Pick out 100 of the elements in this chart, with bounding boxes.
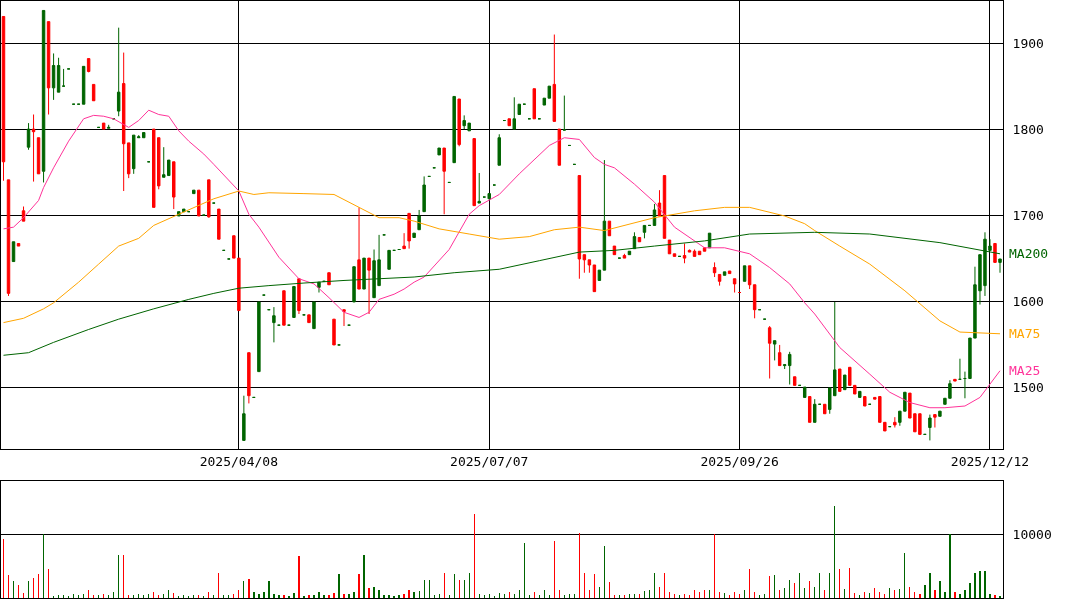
candlestick	[812, 398, 817, 423]
candlestick	[402, 232, 406, 250]
series-label: MA25	[1009, 363, 1041, 378]
candlestick	[367, 257, 371, 315]
candlestick	[192, 189, 196, 195]
candlestick	[31, 114, 36, 183]
candlestick	[312, 301, 316, 330]
candlestick	[352, 266, 356, 303]
candlestick	[51, 52, 56, 101]
candlestick	[722, 271, 727, 276]
candlestick	[998, 258, 1002, 274]
candlestick	[172, 161, 176, 210]
candlestick	[787, 351, 792, 386]
candlestick	[507, 118, 511, 127]
y-tick-label: 1500	[1012, 379, 1044, 395]
candlestick	[642, 224, 647, 239]
candlestick	[717, 273, 722, 287]
candlestick	[577, 175, 582, 280]
candlestick	[792, 376, 797, 386]
candlestick	[407, 212, 411, 250]
candlestick	[587, 259, 592, 274]
candlestick	[863, 396, 867, 407]
candlestick	[452, 95, 456, 164]
candlestick	[532, 88, 537, 120]
candlestick	[928, 414, 932, 441]
candlestick	[712, 261, 717, 278]
candlestick	[772, 340, 777, 361]
candlestick	[727, 270, 732, 275]
candlestick	[412, 232, 416, 238]
candlestick	[387, 249, 391, 270]
candlestick	[417, 209, 421, 231]
candlestick	[422, 175, 426, 213]
candlestick	[472, 138, 476, 207]
candlestick	[86, 58, 91, 73]
candlestick	[843, 374, 847, 391]
candlestick	[247, 352, 251, 404]
y-tick-label: 1900	[1012, 35, 1044, 51]
candlestick	[893, 416, 897, 428]
series-label: MA75	[1009, 326, 1041, 341]
line-series	[3, 109, 1001, 409]
candlestick	[442, 147, 446, 215]
candlestick	[26, 122, 31, 151]
line-series	[3, 190, 1001, 335]
candlestick	[777, 344, 782, 367]
candlestick	[141, 132, 146, 139]
candlestick	[682, 242, 687, 264]
candlestick	[802, 386, 807, 398]
candlestick	[217, 208, 221, 240]
candlestick	[357, 206, 361, 290]
candlestick	[101, 122, 106, 130]
y-tick-label: 1800	[1012, 121, 1044, 137]
candlestick	[487, 193, 491, 200]
candlestick	[242, 395, 246, 441]
candlestick	[497, 133, 501, 166]
candlestick	[297, 278, 301, 315]
candlestick	[56, 57, 61, 93]
candlestick	[437, 147, 441, 156]
candlestick	[807, 396, 812, 423]
series-label: MA200	[1009, 246, 1049, 261]
candlestick	[767, 325, 772, 379]
x-tick-label: 2025/04/08	[199, 453, 278, 469]
candlestick	[512, 96, 516, 130]
candlestick	[582, 254, 587, 274]
candlestick	[272, 306, 276, 343]
candlestick	[597, 269, 602, 281]
x-tick-label: 2025/12/12	[950, 453, 1030, 469]
candlestick	[197, 189, 201, 217]
candlestick	[732, 278, 737, 293]
candlestick	[46, 21, 51, 115]
candlestick	[362, 257, 366, 290]
candlestick	[307, 314, 311, 324]
candlestick	[332, 318, 336, 346]
x-tick-label: 2025/09/26	[700, 453, 779, 469]
candlestick	[91, 83, 96, 102]
candlestick	[116, 27, 121, 117]
candlestick	[282, 290, 286, 326]
candlestick	[257, 301, 261, 373]
candlestick	[933, 414, 937, 428]
candlestick	[858, 390, 862, 398]
candlestick	[16, 242, 21, 247]
candlestick	[207, 179, 211, 219]
candlestick	[672, 253, 677, 257]
candlestick	[938, 410, 942, 417]
candlestick	[457, 98, 461, 147]
candlestick	[562, 95, 567, 131]
y-tick-label: 10000	[1012, 526, 1052, 542]
candlestick	[317, 281, 321, 293]
candlestick	[106, 124, 111, 129]
y-tick-label: 1600	[1012, 293, 1044, 309]
candlestick	[557, 128, 562, 166]
candlestick	[622, 253, 627, 259]
candlestick	[327, 272, 331, 286]
candlestick	[477, 172, 481, 204]
x-tick-label: 2025/07/07	[450, 453, 529, 469]
candlestick	[823, 403, 827, 415]
candlestick	[81, 65, 86, 105]
candlestick	[552, 34, 557, 122]
candlestick	[687, 249, 692, 253]
y-tick-label: 1700	[1012, 207, 1044, 223]
candlestick	[292, 285, 296, 318]
